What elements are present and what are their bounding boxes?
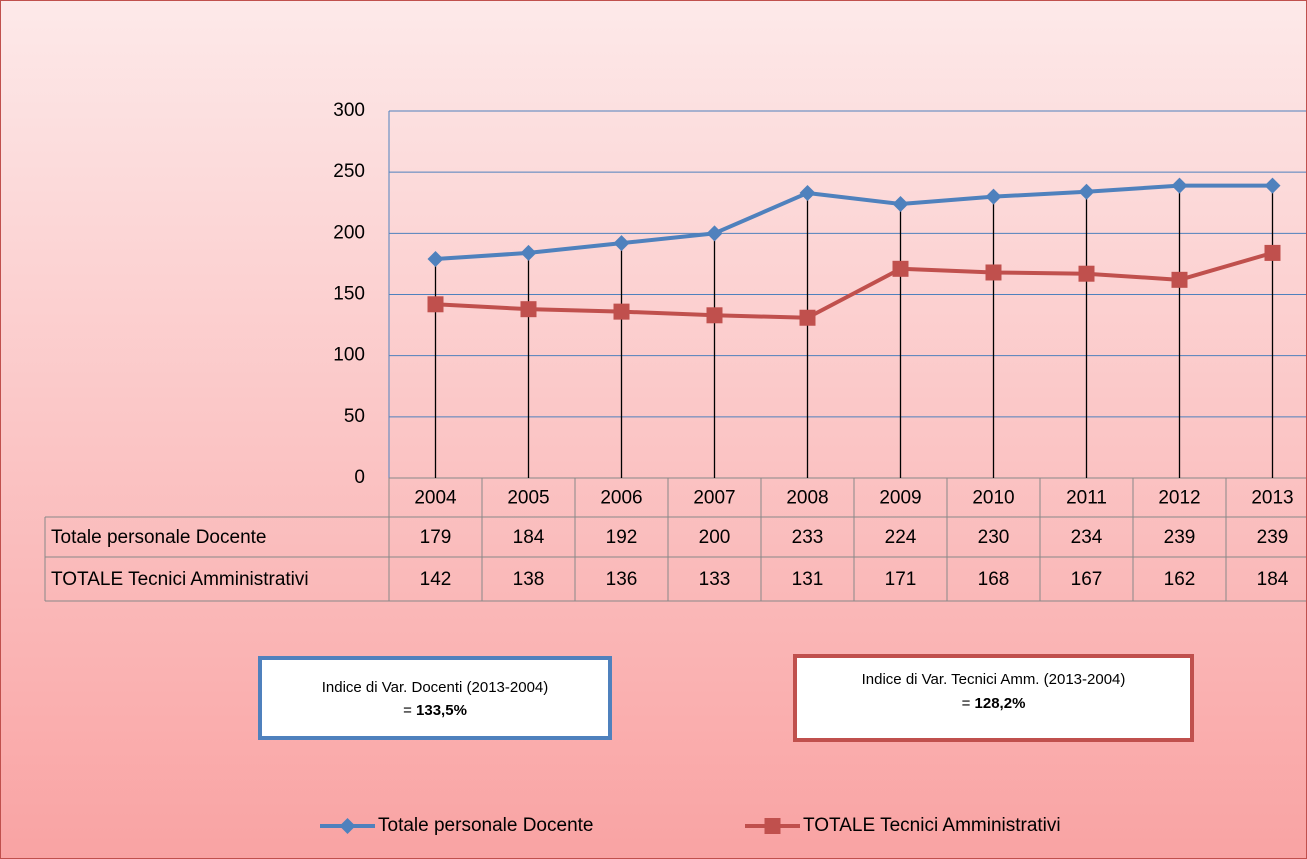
annotation-value: 128,2% bbox=[975, 695, 1026, 712]
annotation-text: Indice di Var. Tecnici Amm. (2013-2004) bbox=[862, 671, 1126, 688]
legend-item: Totale personale Docente bbox=[320, 815, 593, 836]
legend-label: TOTALE Tecnici Amministrativi bbox=[803, 815, 1061, 836]
table-cell: 167 bbox=[1071, 569, 1103, 590]
marker bbox=[1078, 265, 1095, 282]
x-tick-label: 2011 bbox=[1066, 488, 1107, 509]
x-tick-label: 2008 bbox=[786, 488, 828, 509]
annotation-value: 133,5% bbox=[416, 702, 467, 719]
table-cell: 239 bbox=[1257, 527, 1289, 548]
annotation-equals: = bbox=[403, 702, 412, 719]
marker bbox=[706, 307, 723, 324]
table-row-label: TOTALE Tecnici Amministrativi bbox=[51, 569, 309, 590]
table-cell: 136 bbox=[606, 569, 638, 590]
marker bbox=[1264, 244, 1281, 261]
table-cell: 239 bbox=[1164, 527, 1196, 548]
table-row-label: Totale personale Docente bbox=[51, 527, 266, 548]
legend-marker bbox=[339, 818, 356, 834]
x-tick-label: 2013 bbox=[1251, 488, 1293, 509]
series-line bbox=[435, 250, 1274, 320]
x-tick-label: 2009 bbox=[879, 488, 921, 509]
y-tick-label: 0 bbox=[354, 467, 365, 488]
table-cell: 179 bbox=[420, 527, 452, 548]
x-tick-label: 2012 bbox=[1158, 488, 1200, 509]
table-cell: 131 bbox=[792, 569, 824, 590]
annotation-box bbox=[793, 654, 1194, 742]
marker bbox=[613, 303, 630, 320]
x-tick-label: 2005 bbox=[507, 488, 549, 509]
table-cell: 233 bbox=[792, 527, 824, 548]
table-cell: 192 bbox=[606, 527, 638, 548]
table-cell: 133 bbox=[699, 569, 731, 590]
marker bbox=[799, 309, 816, 326]
legend-label: Totale personale Docente bbox=[378, 815, 593, 836]
legend-marker bbox=[764, 818, 781, 834]
table-cell: 234 bbox=[1071, 527, 1103, 548]
table-cell: 142 bbox=[420, 569, 452, 590]
marker bbox=[1078, 183, 1095, 200]
annotation-text: Indice di Var. Docenti (2013-2004) bbox=[322, 679, 549, 696]
table-cell: 224 bbox=[885, 527, 917, 548]
marker bbox=[985, 188, 1002, 205]
marker bbox=[427, 296, 444, 313]
y-tick-label: 150 bbox=[333, 284, 365, 305]
table-cell: 171 bbox=[885, 569, 917, 590]
marker bbox=[1171, 177, 1188, 194]
marker bbox=[613, 235, 630, 252]
table-cell: 138 bbox=[513, 569, 545, 590]
x-tick-label: 2004 bbox=[414, 488, 457, 509]
x-tick-label: 2010 bbox=[972, 488, 1014, 509]
series-line bbox=[435, 183, 1273, 262]
annotation-result: = 128,2% bbox=[962, 695, 1026, 712]
marker bbox=[1171, 271, 1188, 288]
annotation-equals: = bbox=[962, 695, 971, 712]
table-cell: 184 bbox=[513, 527, 545, 548]
table-cell: 168 bbox=[978, 569, 1010, 590]
marker bbox=[706, 225, 723, 242]
marker bbox=[520, 301, 537, 318]
table-cell: 230 bbox=[978, 527, 1010, 548]
y-tick-label: 100 bbox=[333, 345, 365, 366]
marker bbox=[520, 244, 537, 261]
marker bbox=[892, 260, 909, 277]
y-tick-label: 200 bbox=[333, 222, 365, 243]
x-tick-label: 2006 bbox=[600, 488, 642, 509]
marker bbox=[1264, 177, 1281, 194]
marker bbox=[985, 264, 1002, 281]
marker bbox=[892, 195, 909, 212]
table-cell: 200 bbox=[699, 527, 731, 548]
annotation-box bbox=[258, 656, 612, 740]
x-tick-label: 2007 bbox=[693, 488, 735, 509]
y-tick-label: 300 bbox=[333, 100, 365, 121]
table-cell: 162 bbox=[1164, 569, 1196, 590]
marker bbox=[427, 251, 444, 268]
annotation-result: = 133,5% bbox=[403, 702, 467, 719]
table-cell: 184 bbox=[1257, 569, 1289, 590]
y-tick-label: 250 bbox=[333, 161, 365, 182]
y-tick-label: 50 bbox=[344, 406, 365, 427]
legend-item: TOTALE Tecnici Amministrativi bbox=[745, 815, 1061, 836]
marker bbox=[799, 184, 816, 201]
